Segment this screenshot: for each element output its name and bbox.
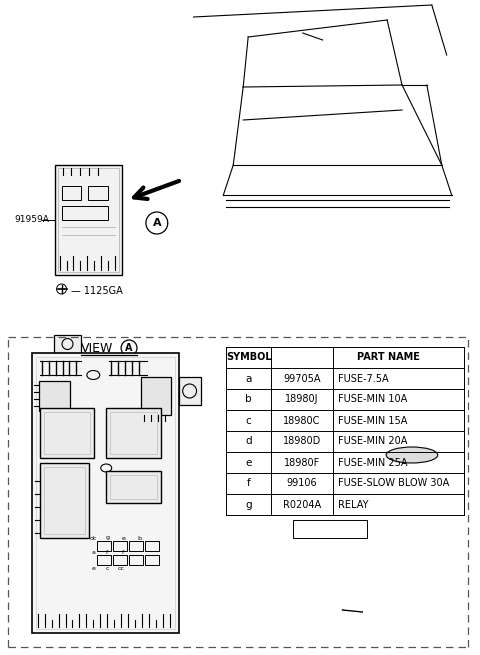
Bar <box>110 475 157 499</box>
Text: — 1125GA: — 1125GA <box>72 286 123 296</box>
Text: c: c <box>106 565 109 571</box>
Text: c: c <box>246 415 252 426</box>
Bar <box>129 555 143 565</box>
Text: 18980J: 18980J <box>285 394 319 405</box>
Text: f: f <box>106 550 108 555</box>
Bar <box>40 463 89 538</box>
Text: e: e <box>245 457 252 468</box>
Text: FUSE-MIN 20A: FUSE-MIN 20A <box>338 436 408 447</box>
Text: f: f <box>247 479 251 489</box>
Text: 91959A: 91959A <box>14 215 49 225</box>
Bar <box>61 206 108 220</box>
Bar <box>36 357 175 629</box>
Text: a: a <box>245 373 252 383</box>
Text: a: a <box>91 550 95 555</box>
Text: A: A <box>125 343 133 353</box>
Bar <box>39 381 71 411</box>
Text: R0204A: R0204A <box>283 500 321 510</box>
Text: g: g <box>105 536 109 540</box>
Text: FUSE-MIN 25A: FUSE-MIN 25A <box>338 457 408 468</box>
Bar <box>179 377 201 405</box>
Bar <box>110 412 157 454</box>
Bar <box>106 471 161 503</box>
Text: A: A <box>153 218 161 228</box>
Text: g: g <box>245 500 252 510</box>
Bar <box>145 555 159 565</box>
Text: FUSE-MIN 15A: FUSE-MIN 15A <box>338 415 408 426</box>
Text: 99106: 99106 <box>287 479 317 489</box>
Bar <box>61 186 82 200</box>
Bar <box>141 377 171 415</box>
Text: 18980D: 18980D <box>283 436 321 447</box>
Bar <box>145 541 159 551</box>
Bar <box>106 408 161 458</box>
Bar <box>40 408 94 458</box>
Bar <box>293 520 367 538</box>
Text: 18980C: 18980C <box>283 415 321 426</box>
Text: b: b <box>137 536 141 540</box>
Bar <box>97 541 111 551</box>
Text: 99705A: 99705A <box>283 373 321 383</box>
Text: FUSE-7.5A: FUSE-7.5A <box>338 373 389 383</box>
Bar <box>32 353 179 633</box>
Bar <box>55 165 122 275</box>
Text: b: b <box>245 394 252 405</box>
Text: e: e <box>91 565 95 571</box>
Ellipse shape <box>386 447 438 463</box>
Bar <box>129 541 143 551</box>
Bar <box>58 168 119 272</box>
Text: 18980F: 18980F <box>284 457 320 468</box>
Text: RELAY: RELAY <box>338 500 369 510</box>
Text: PART NAME: PART NAME <box>357 352 420 362</box>
Bar <box>113 555 127 565</box>
Text: f: f <box>122 550 124 555</box>
Bar <box>113 541 127 551</box>
Text: dc: dc <box>90 536 97 540</box>
Text: FUSE-MIN 10A: FUSE-MIN 10A <box>338 394 408 405</box>
Bar <box>44 467 85 534</box>
Text: e: e <box>121 536 125 540</box>
Bar <box>54 335 82 353</box>
Bar <box>97 555 111 565</box>
Text: FUSE-SLOW BLOW 30A: FUSE-SLOW BLOW 30A <box>338 479 450 489</box>
Bar <box>88 186 108 200</box>
Text: d: d <box>245 436 252 447</box>
Text: cc: cc <box>118 565 125 571</box>
Bar <box>44 412 90 454</box>
Text: VIEW: VIEW <box>82 343 114 356</box>
Text: SYMBOL: SYMBOL <box>226 352 272 362</box>
